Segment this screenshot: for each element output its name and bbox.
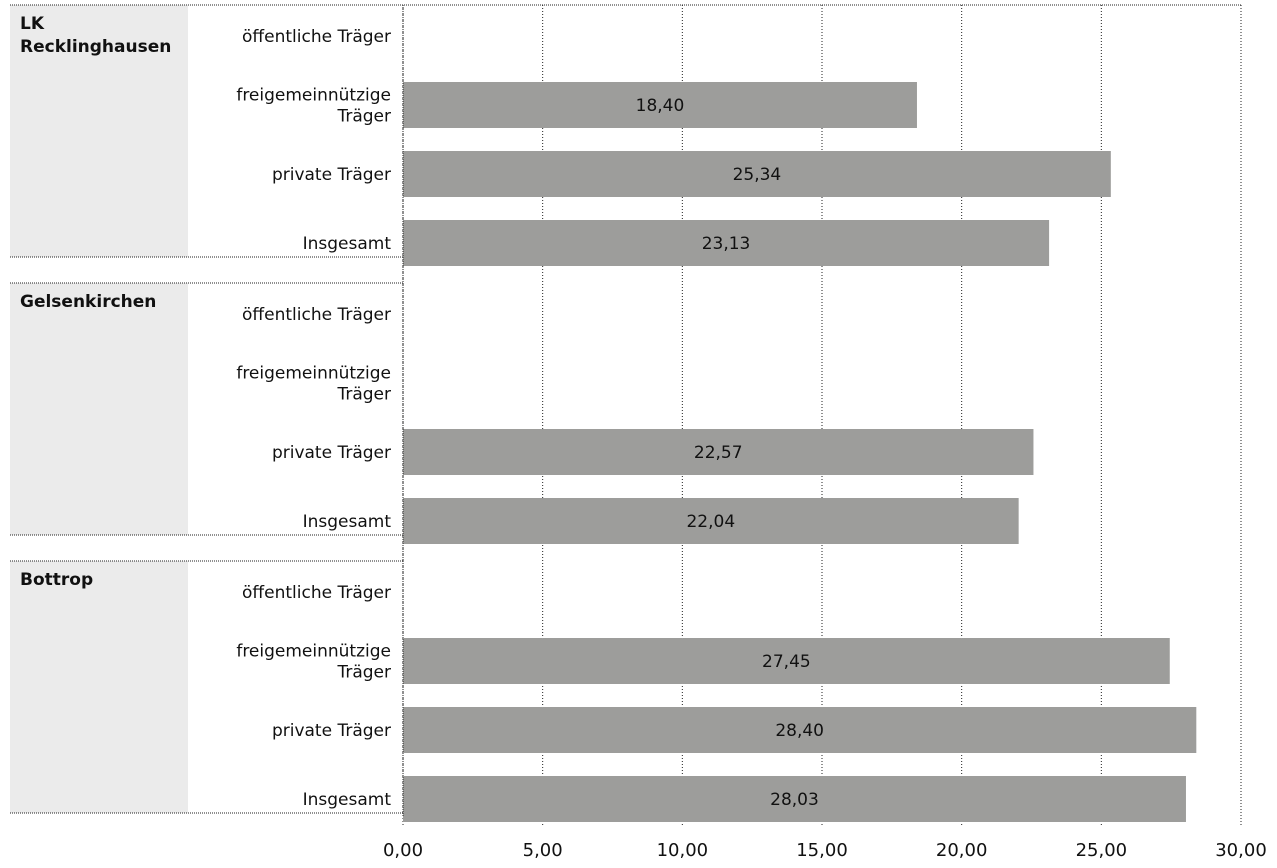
bar-value-label: 18,40 [636, 96, 685, 116]
row-label: öffentliche Träger [242, 27, 391, 47]
row-label: Insgesamt [303, 234, 392, 254]
bar [403, 82, 917, 128]
row-label: private Träger [272, 165, 391, 185]
group-label-background [10, 561, 188, 813]
group-name: Bottrop [20, 570, 93, 590]
group-name: LK [20, 14, 45, 34]
row-label: freigemeinnützige [236, 364, 391, 384]
bar-value-label: 23,13 [702, 234, 751, 254]
bar [403, 638, 1170, 684]
x-tick-label: 15,00 [796, 840, 848, 861]
row-label: private Träger [272, 721, 391, 741]
row-label: öffentliche Träger [242, 583, 391, 603]
bar-value-label: 28,40 [775, 721, 824, 741]
bar-value-label: 22,04 [686, 512, 735, 532]
bar [403, 151, 1111, 197]
x-tick-label: 30,00 [1215, 840, 1267, 861]
x-tick-label: 10,00 [657, 840, 709, 861]
group-label-background [10, 5, 188, 257]
group-name: Gelsenkirchen [20, 292, 156, 312]
bar-value-label: 27,45 [762, 652, 811, 672]
bar [403, 707, 1197, 753]
row-label: Insgesamt [303, 790, 392, 810]
row-label: Träger [336, 663, 391, 683]
row-label: private Träger [272, 443, 391, 463]
row-label: freigemeinnützige [236, 642, 391, 662]
x-tick-label: 0,00 [383, 840, 423, 861]
bar [403, 429, 1034, 475]
bar-value-label: 22,57 [694, 443, 743, 463]
bar-value-label: 28,03 [770, 790, 819, 810]
group-name: Recklinghausen [20, 37, 171, 57]
bar-value-label: 25,34 [733, 165, 782, 185]
x-tick-label: 5,00 [523, 840, 563, 861]
row-label: öffentliche Träger [242, 305, 391, 325]
row-label: Insgesamt [303, 512, 392, 532]
group-label-background [10, 283, 188, 535]
x-tick-label: 20,00 [936, 840, 988, 861]
bar [403, 498, 1019, 544]
bar [403, 220, 1050, 266]
x-tick-label: 25,00 [1076, 840, 1128, 861]
row-label: Träger [336, 385, 391, 405]
bar [403, 776, 1186, 822]
row-label: Träger [336, 107, 391, 127]
row-label: freigemeinnützige [236, 86, 391, 106]
